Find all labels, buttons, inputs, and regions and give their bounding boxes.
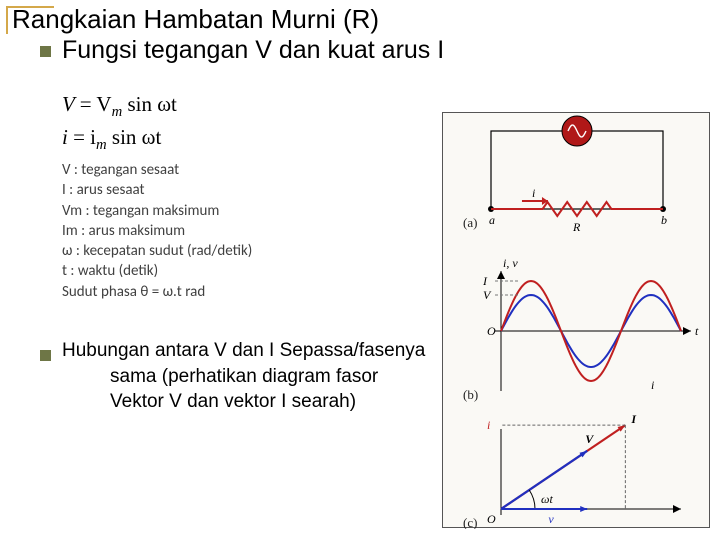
svg-text:t: t [695, 324, 699, 338]
def-line: Im : arus maksimum [62, 221, 252, 241]
bullet-icon [40, 46, 51, 57]
formula-2-post: sin ωt [107, 125, 162, 149]
svg-text:R: R [572, 220, 581, 234]
def-line: ω : kecepatan sudut (rad/detik) [62, 241, 252, 261]
subtitle: Fungsi tegangan V dan kuat arus I [62, 36, 444, 65]
def-line: I : arus sesaat [62, 180, 252, 200]
page-title: Rangkaian Hambatan Murni (R) [12, 4, 379, 35]
relation-text: Hubungan antara V dan I Sepassa/fasenya … [62, 338, 425, 415]
svg-text:v: v [548, 512, 554, 526]
svg-text:i: i [487, 418, 490, 432]
def-line: V : tegangan sesaat [62, 160, 252, 180]
definitions-block: V : tegangan sesaat I : arus sesaat Vm :… [62, 160, 252, 302]
svg-text:a: a [489, 213, 495, 227]
relation-line: sama (perhatikan diagram fasor [62, 364, 425, 390]
svg-text:I: I [630, 412, 637, 426]
def-line: t : waktu (detik) [62, 261, 252, 281]
formula-2-lhs: i [62, 125, 68, 149]
formula-1-eq: = V [80, 92, 112, 116]
relation-line: Hubungan antara V dan I Sepassa/fasenya [62, 338, 425, 364]
svg-text:i: i [651, 378, 654, 392]
bullet-icon [40, 350, 51, 361]
svg-text:b: b [661, 213, 667, 227]
svg-text:i: i [532, 186, 535, 200]
svg-text:(a): (a) [463, 215, 477, 230]
svg-text:ωt: ωt [541, 492, 553, 506]
def-line: Vm : tegangan maksimum [62, 201, 252, 221]
formula-1-sub: m [112, 104, 123, 120]
svg-text:O: O [487, 512, 496, 526]
svg-text:V: V [585, 432, 594, 446]
formula-2-sub: m [96, 137, 107, 153]
relation-line: Vektor V dan vektor I searah) [62, 389, 425, 415]
formula-1-lhs: V [62, 92, 74, 116]
svg-text:V: V [483, 288, 492, 302]
def-line: Sudut phasa θ = ω.t rad [62, 282, 252, 302]
formula-1-post: sin ωt [122, 92, 177, 116]
svg-text:O: O [487, 324, 496, 338]
svg-text:(c): (c) [463, 515, 477, 529]
physics-diagram: abiR(a)Oti, vIVi(b)OIVωtvi(c) [443, 113, 711, 529]
diagram-panel: abiR(a)Oti, vIVi(b)OIVωtvi(c) [442, 112, 710, 528]
svg-text:i, v: i, v [503, 256, 518, 270]
svg-text:(b): (b) [463, 387, 478, 402]
formula-block: V = Vm sin ωt i = im sin ωt [62, 90, 177, 156]
svg-text:I: I [482, 274, 488, 288]
formula-2-eq: = i [73, 125, 96, 149]
